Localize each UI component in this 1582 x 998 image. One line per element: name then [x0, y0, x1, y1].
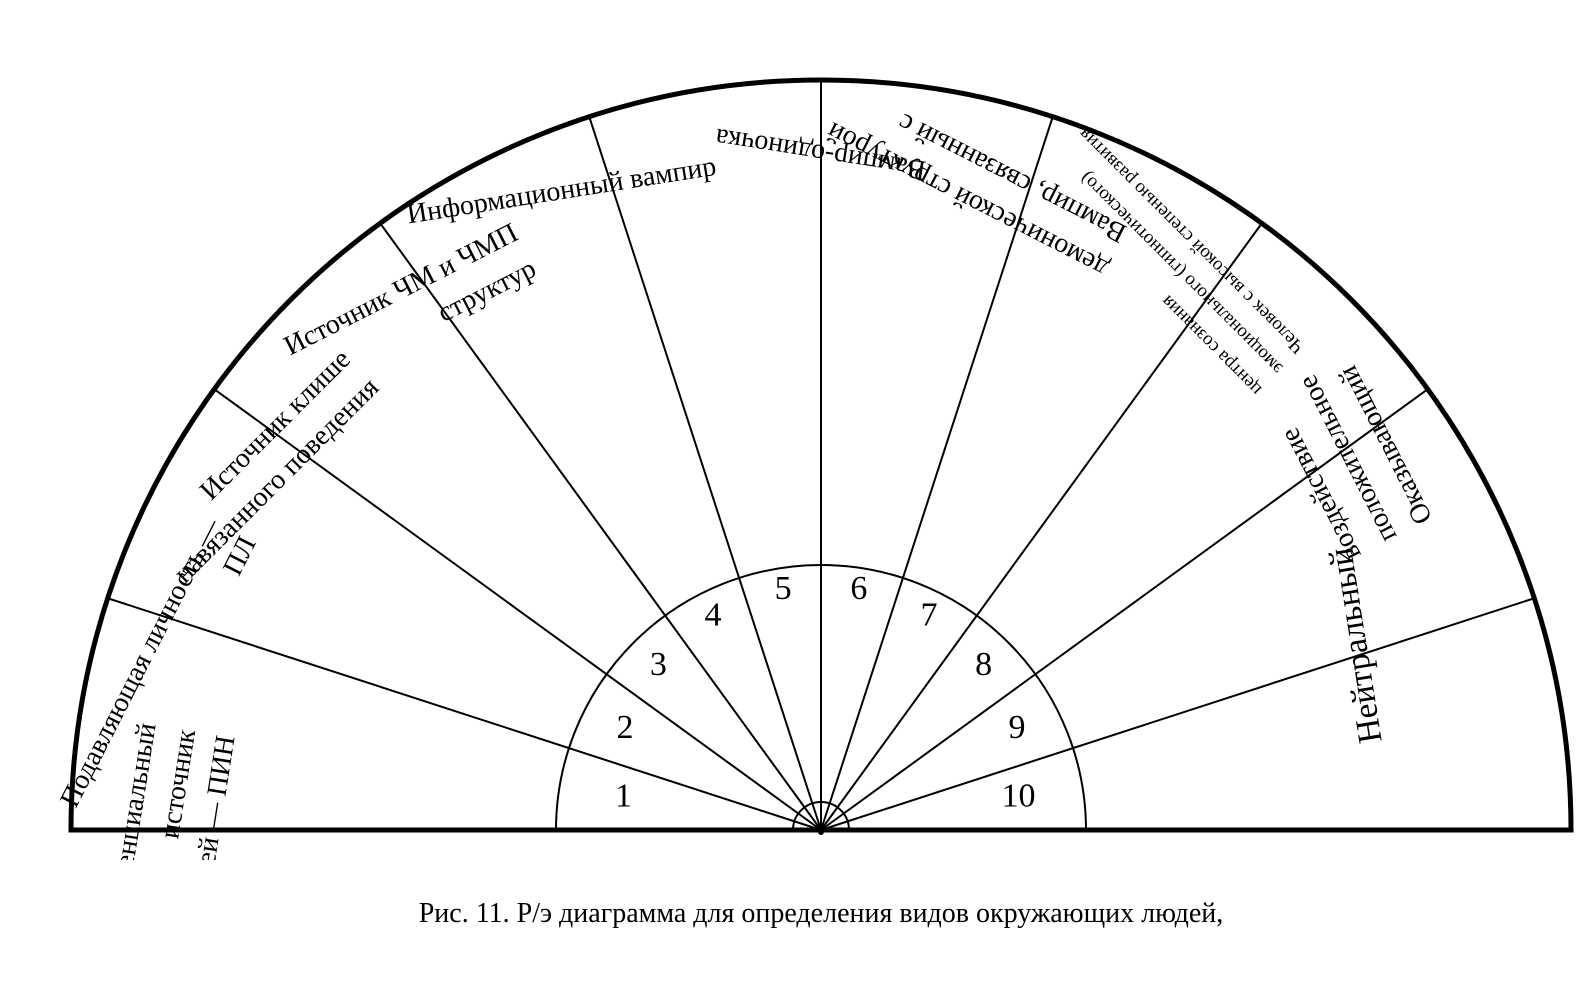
hub-dot: [818, 829, 824, 835]
divider-ray-7: [821, 223, 1262, 830]
figure-caption: Рис. 11. Р/э диаграмма для определения в…: [30, 898, 1582, 930]
sector-number-7: 7: [921, 597, 938, 634]
sector-number-6: 6: [850, 570, 867, 607]
sector-label-8-line-1: эмоционального (гипнотического): [1076, 167, 1287, 378]
sector-number-3: 3: [650, 646, 667, 683]
fan-diagram: 1Потенциальныйисточникнеприятностей — ПИ…: [30, 30, 1582, 860]
sector-label-1-line-1: источник: [154, 727, 202, 841]
sector-number-10: 10: [1002, 778, 1036, 815]
sector-number-2: 2: [616, 709, 633, 746]
sector-number-1: 1: [615, 778, 632, 815]
sector-number-4: 4: [704, 597, 721, 634]
sector-label-10-line-0: Нейтральный: [1322, 545, 1389, 746]
sector-number-9: 9: [1009, 709, 1026, 746]
sector-number-5: 5: [775, 570, 792, 607]
sector-label-5-line-0: Информационный вампир: [405, 151, 719, 231]
sector-number-8: 8: [975, 646, 992, 683]
